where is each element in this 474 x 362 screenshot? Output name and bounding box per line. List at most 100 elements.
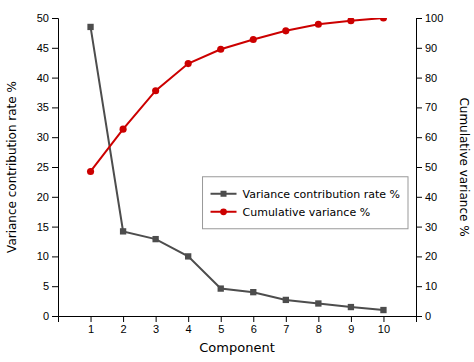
tick-mark [416,316,422,317]
tick-mark [416,286,422,287]
tick: 40 [37,72,58,84]
tick: 30 [416,221,437,233]
tick: 50 [416,161,437,173]
tick: 25 [37,161,58,173]
legend-label: Cumulative variance % [243,206,371,219]
tick-mark [52,107,58,108]
marker [185,60,192,67]
tick: 5 [43,280,58,292]
tick: 20 [416,250,437,262]
tick-label: 1 [88,323,94,335]
tick-mark [416,137,422,138]
marker [250,289,256,295]
tick: 3 [153,316,159,335]
tick-label: 25 [37,161,49,173]
marker [218,285,224,291]
x-axis: 1 2 3 4 5 6 7 8 9 10 [59,316,417,335]
marker [120,126,127,133]
tick-label: 10 [37,250,49,262]
legend-marker [220,208,227,215]
tick-label: 80 [425,72,437,84]
tick: 90 [416,42,437,54]
marker [380,307,386,313]
tick: 5 [218,316,224,335]
tick: 60 [416,131,437,143]
plot-area: 1234567891005101520253035404550010203040… [37,12,444,335]
tick: 80 [416,72,437,84]
tick-mark [416,107,422,108]
tick: 20 [37,191,58,203]
tick-label: 45 [37,42,49,54]
tick-label: 7 [283,323,289,335]
tick-label: 3 [153,323,159,335]
tick: 30 [37,131,58,143]
tick-label: 2 [121,323,127,335]
marker [120,228,126,234]
tick-label: 10 [425,280,437,292]
tick-label: 50 [37,12,49,24]
tick-mark [52,167,58,168]
marker [347,18,354,24]
tick: 1 [88,316,94,335]
tick-mark [52,286,58,287]
tick: 2 [121,316,127,335]
tick-label: 6 [251,323,257,335]
tick: 100 [416,12,443,24]
tick: 50 [37,12,58,24]
tick: 6 [251,316,257,335]
tick: 10 [37,250,58,262]
tick-label: 30 [37,131,49,143]
tick-mark [52,48,58,49]
tick-mark [188,316,189,322]
tick-label: 50 [425,161,437,173]
tick-mark [52,18,58,19]
marker [152,236,158,242]
legend-marker [221,191,227,197]
marker [348,304,354,310]
legend-label: Variance contribution rate % [243,188,400,201]
tick-mark [318,316,319,322]
tick-label: 0 [43,310,49,322]
legend-item: Cumulative variance % [211,206,371,219]
y-axis-title: Variance contribution rate % [5,81,19,253]
tick-mark [52,256,58,257]
tick-label: 35 [37,101,49,113]
axis-line [59,317,417,323]
tick: 10 [416,280,437,292]
tick: 9 [348,316,354,335]
tick-mark [383,316,384,322]
tick-mark [416,227,422,228]
tick-mark [416,18,422,19]
tick: 7 [283,316,289,335]
legend-box [203,177,408,229]
legend-item: Variance contribution rate % [211,188,400,201]
tick-label: 40 [37,72,49,84]
tick-label: 60 [425,131,437,143]
tick: 15 [37,221,58,233]
tick-label: 40 [425,191,437,203]
tick: 8 [316,316,322,335]
marker [380,18,387,22]
tick-mark [91,316,92,322]
tick-mark [253,316,254,322]
tick-label: 0 [425,310,431,322]
tick-mark [123,316,124,322]
tick-label: 20 [37,191,49,203]
tick: 45 [37,42,58,54]
tick-label: 30 [425,221,437,233]
y2-axis-title: Cumulative variance % [457,97,471,236]
marker [283,297,289,303]
marker [87,24,93,30]
x-axis-title: Component [199,340,274,355]
tick: 40 [416,191,437,203]
marker [217,46,224,53]
tick-mark [416,78,422,79]
tick-label: 15 [37,221,49,233]
tick-mark [416,197,422,198]
tick-mark [52,197,58,198]
axis-line [52,19,59,317]
tick-label: 100 [425,12,443,24]
tick: 4 [186,316,192,335]
tick-mark [351,316,352,322]
tick: 10 [378,316,390,335]
